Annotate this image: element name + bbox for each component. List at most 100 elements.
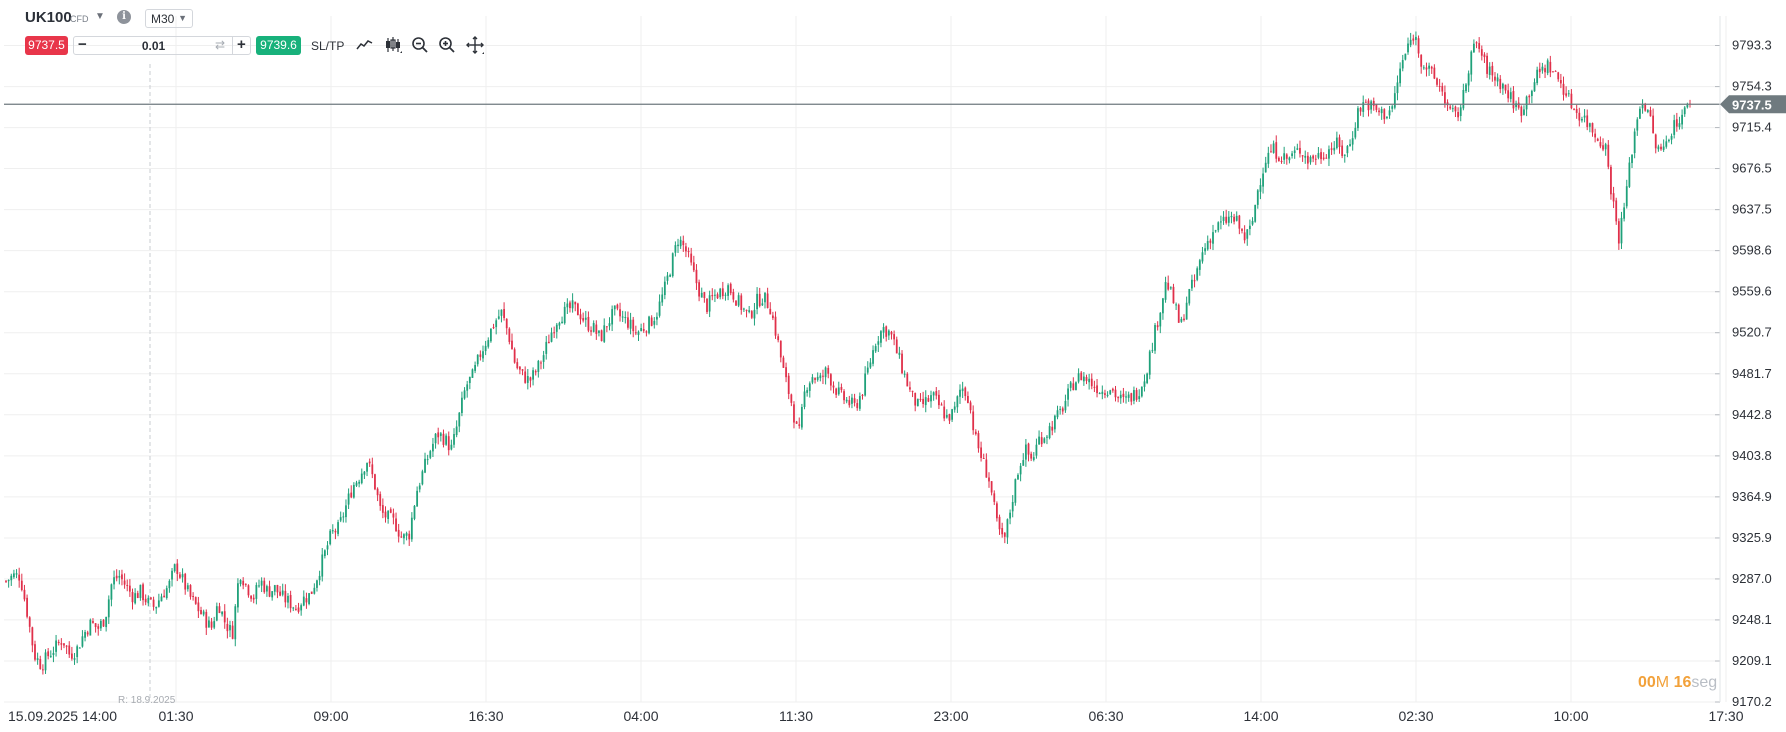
candle-body	[1114, 389, 1117, 398]
candle-body	[345, 505, 347, 518]
candle-body	[1654, 134, 1657, 149]
candle-body	[276, 584, 279, 593]
buy-button[interactable]: 9739.6	[256, 36, 301, 55]
candle-body	[1536, 69, 1539, 84]
candle-body	[555, 324, 558, 332]
candle-body	[1119, 394, 1122, 399]
sell-button[interactable]: 9737.5	[25, 36, 68, 55]
candle-body	[758, 293, 761, 307]
candle-body	[608, 323, 611, 327]
increase-button[interactable]: +	[237, 36, 246, 53]
candle-body	[424, 458, 426, 473]
candle-body	[1370, 101, 1373, 110]
candle-body	[281, 590, 284, 595]
y-tick-label: 9637.5	[1732, 202, 1772, 217]
candle-body	[1549, 61, 1552, 73]
zoom-out-icon[interactable]	[410, 35, 430, 55]
decrease-button[interactable]: −	[78, 36, 87, 53]
candle-body	[1649, 110, 1652, 117]
move-icon[interactable]	[465, 35, 485, 55]
candle-body	[1422, 67, 1425, 69]
candle-body	[1412, 38, 1415, 41]
candle-body	[1457, 112, 1459, 118]
swap-icon[interactable]: ⇄	[215, 38, 226, 52]
timeframe-select[interactable]: M30 ▼	[145, 9, 193, 28]
candle-body	[1349, 144, 1351, 147]
candle-body	[55, 640, 57, 652]
candle-body	[300, 605, 303, 611]
candle-body	[790, 394, 793, 403]
candle-body	[919, 398, 922, 400]
candle-body	[887, 330, 890, 336]
candle-body	[1375, 104, 1378, 110]
zoom-in-icon[interactable]	[437, 35, 457, 55]
candle-body	[1317, 153, 1320, 158]
candle-body	[360, 473, 363, 484]
line-chart-icon[interactable]	[355, 35, 375, 55]
candle-body	[800, 407, 803, 428]
candle-body	[967, 395, 969, 403]
candle-body	[1499, 78, 1502, 90]
candle-body	[368, 461, 371, 464]
candle-body	[1444, 92, 1446, 104]
candle-body	[1528, 95, 1531, 98]
candle-body	[1046, 436, 1048, 438]
candle-body	[218, 606, 221, 614]
candle-body	[184, 573, 187, 590]
candle-body	[157, 600, 160, 607]
candlestick-icon[interactable]	[383, 35, 403, 55]
candle-body	[239, 580, 242, 585]
candle-body	[186, 585, 189, 590]
info-icon[interactable]: i	[117, 10, 131, 24]
candle-body	[1059, 408, 1062, 410]
candle-body	[1620, 217, 1623, 244]
candle-body	[640, 328, 643, 331]
candle-body	[1357, 108, 1359, 129]
candle-body	[816, 376, 819, 380]
x-tick-label: 14:00	[1243, 708, 1278, 724]
candle-body	[395, 518, 397, 531]
candle-body	[1512, 91, 1515, 109]
candle-body	[998, 516, 1001, 530]
candle-body	[745, 309, 748, 311]
candle-body	[118, 575, 121, 578]
candle-body	[160, 596, 163, 602]
candle-body	[476, 354, 479, 365]
candle-body	[1433, 67, 1436, 79]
candle-body	[432, 443, 434, 452]
symbol-label[interactable]: UK100	[25, 9, 72, 26]
quantity-input[interactable]	[96, 38, 211, 53]
candle-body	[1133, 390, 1135, 401]
candle-body	[1159, 312, 1162, 327]
candle-body	[292, 607, 295, 609]
candle-body	[1546, 60, 1549, 74]
candle-body	[1193, 280, 1196, 282]
candle-body	[495, 320, 498, 328]
candle-body	[163, 595, 166, 598]
candle-body	[974, 431, 977, 435]
candle-body	[1296, 148, 1299, 150]
candle-body	[1599, 142, 1602, 147]
candle-body	[1288, 157, 1291, 161]
candle-body	[1644, 104, 1647, 111]
candle-body	[455, 426, 458, 436]
candle-body	[397, 529, 400, 537]
candle-body	[258, 585, 260, 587]
candle-body	[408, 533, 411, 540]
candle-body	[624, 317, 627, 319]
candle-body	[1404, 53, 1407, 60]
candle-body	[294, 608, 297, 610]
candle-body	[1248, 225, 1251, 230]
symbol-dropdown-icon[interactable]: ▼	[95, 11, 105, 22]
sltp-button[interactable]: SL/TP	[311, 39, 345, 53]
x-tick-label: 06:30	[1088, 708, 1123, 724]
candle-body	[953, 406, 956, 410]
candle-body	[977, 433, 980, 449]
candle-body	[1075, 382, 1077, 391]
candle-body	[1254, 204, 1257, 222]
candle-body	[434, 433, 437, 444]
candle-body	[750, 311, 753, 318]
candle-body	[392, 513, 395, 518]
candle-body	[932, 392, 935, 396]
